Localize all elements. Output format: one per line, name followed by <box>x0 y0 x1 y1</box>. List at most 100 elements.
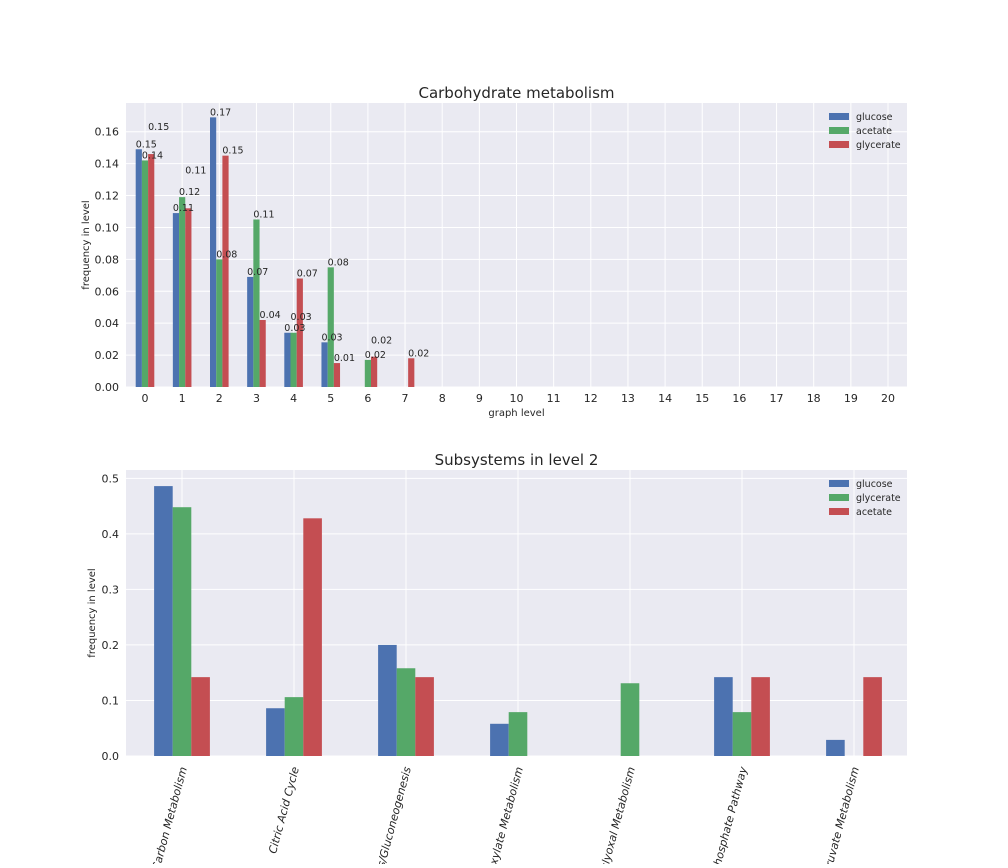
bar-glycerate <box>508 712 528 756</box>
x-tick-label: Citric Acid Cycle <box>266 765 302 855</box>
chart-title: Carbohydrate metabolism <box>418 84 614 102</box>
x-tick-label: 13 <box>621 392 635 405</box>
bar-acetate <box>179 197 186 387</box>
data-label: 0.11 <box>185 165 206 176</box>
y-axis-label: frequency in level <box>87 568 98 657</box>
bar-glycerate <box>333 363 341 387</box>
bar-glycerate <box>296 278 303 387</box>
x-tick-label: 7 <box>402 392 409 405</box>
x-tick-label: 15 <box>695 392 709 405</box>
y-tick-label: 0.14 <box>95 158 120 171</box>
x-tick-label: 6 <box>364 392 371 405</box>
bar-glycerate <box>172 507 192 756</box>
data-label: 0.03 <box>291 312 312 323</box>
x-tick-label: 5 <box>327 392 334 405</box>
y-tick-label: 0.02 <box>95 349 120 362</box>
x-tick-label: 9 <box>476 392 483 405</box>
y-tick-label: 0.10 <box>95 221 120 234</box>
x-tick-label: 11 <box>547 392 561 405</box>
data-label: 0.08 <box>216 249 237 260</box>
bar-glucose <box>172 213 180 387</box>
data-label: 0.14 <box>142 150 163 161</box>
bar-glucose <box>247 276 254 387</box>
data-label: 0.07 <box>247 267 268 278</box>
y-tick-label: 0.08 <box>95 253 120 266</box>
x-tick-label: 1 <box>179 392 186 405</box>
x-tick-label: 19 <box>844 392 858 405</box>
y-tick-label: 0.06 <box>95 285 120 298</box>
x-tick-label: 3 <box>253 392 260 405</box>
data-label: 0.08 <box>328 257 349 268</box>
bar-glycerate <box>732 712 752 756</box>
x-tick-label: 8 <box>439 392 446 405</box>
legend-swatch <box>829 494 849 501</box>
legend-label: acetate <box>856 126 892 137</box>
x-tick-label: 0 <box>142 392 149 405</box>
legend-swatch <box>829 113 849 120</box>
bar-glucose <box>714 677 733 756</box>
y-tick-label: 0.4 <box>102 528 120 541</box>
plot-area <box>126 470 907 756</box>
legend-label: glycerate <box>856 493 901 504</box>
legend-label: glycerate <box>856 140 901 151</box>
chart-title: Subsystems in level 2 <box>435 451 599 469</box>
bar-acetate <box>216 259 223 387</box>
y-axis-label: frequency in level <box>81 200 92 289</box>
legend-swatch <box>829 141 849 148</box>
bar-glucose <box>135 149 142 387</box>
bar-glycerate <box>148 154 155 387</box>
x-tick-label: s/Gluconeogenesis <box>375 765 414 864</box>
data-label: 0.12 <box>179 187 200 198</box>
data-label: 0.11 <box>253 209 274 220</box>
bar-glucose <box>490 723 509 756</box>
bar-glucose <box>266 708 285 756</box>
bar-glycerate <box>408 358 415 387</box>
x-tick-label: 18 <box>807 392 821 405</box>
x-tick-label: 12 <box>584 392 598 405</box>
bar-acetate <box>751 677 770 756</box>
x-tick-label: 14 <box>658 392 672 405</box>
bar-glucose <box>826 739 845 756</box>
x-tick-label: Phosphate Pathway <box>709 765 750 864</box>
bar-acetate <box>191 677 210 756</box>
data-label: 0.07 <box>297 269 318 280</box>
legend-swatch <box>829 480 849 487</box>
bar-glucose <box>321 342 328 387</box>
x-tick-label: oxylate Metabolism <box>485 765 525 864</box>
chart-0: 0.00 0.02 0.04 0.06 0.08 0.10 0.12 0.14 0.16 0.15… <box>81 84 907 419</box>
bar-glycerate <box>284 697 304 756</box>
legend-label: glucose <box>856 479 893 490</box>
data-label: 0.02 <box>371 336 392 347</box>
bar-acetate <box>364 359 371 387</box>
data-label: 0.17 <box>210 107 231 118</box>
bar-glucose <box>284 332 291 387</box>
x-tick-label: yruvate Metabolism <box>821 765 862 864</box>
data-label: 0.03 <box>321 332 342 343</box>
bar-glucose <box>154 486 173 756</box>
bar-glycerate <box>222 155 229 387</box>
data-label: 0.02 <box>365 350 386 361</box>
bar-glucose <box>210 117 217 387</box>
legend-label: acetate <box>856 507 892 518</box>
y-tick-label: 0.0 <box>102 750 120 763</box>
x-tick-label: 4 <box>290 392 297 405</box>
bar-glycerate <box>259 319 266 387</box>
legend-label: glucose <box>856 112 893 123</box>
data-label: 0.04 <box>260 310 281 321</box>
bar-acetate <box>303 518 322 756</box>
y-tick-label: 0.2 <box>102 639 120 652</box>
x-tick-label: 16 <box>732 392 746 405</box>
bar-acetate <box>253 219 260 387</box>
legend-swatch <box>829 508 849 515</box>
bar-glucose <box>378 644 397 756</box>
bar-glycerate <box>371 356 378 387</box>
y-tick-label: 0.5 <box>102 472 120 485</box>
y-tick-label: 0.1 <box>102 694 120 707</box>
y-tick-label: 0.16 <box>95 126 120 139</box>
bar-acetate <box>415 677 434 756</box>
y-tick-label: 0.00 <box>95 381 120 394</box>
data-label: 0.11 <box>173 203 194 214</box>
bar-acetate <box>327 267 334 387</box>
y-tick-label: 0.3 <box>102 583 120 596</box>
chart-1: 0.0 0.1 0.2 0.3 0.4 0.5 Carbon Metabolism Citri… <box>87 451 907 868</box>
